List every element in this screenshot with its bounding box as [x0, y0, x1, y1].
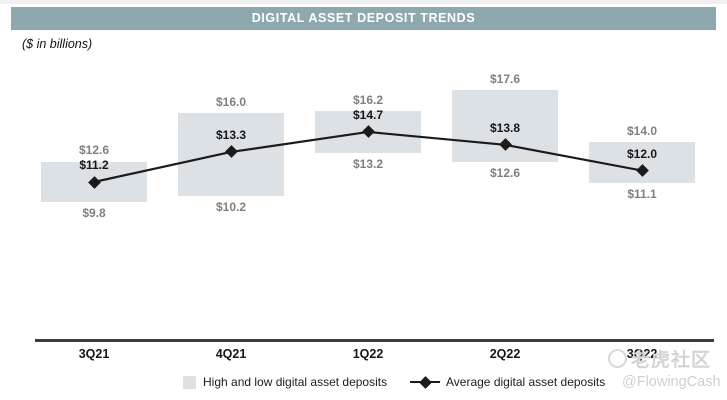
- x-axis-label-3q22: 3Q22: [626, 347, 658, 361]
- average-value-label: $13.8: [489, 120, 521, 135]
- low-value-label: $10.2: [215, 200, 247, 215]
- high-value-label: $16.2: [352, 92, 384, 107]
- low-value-label: $11.1: [627, 187, 657, 202]
- low-value-label: $12.6: [489, 165, 521, 180]
- low-value-label: $9.8: [82, 206, 106, 221]
- legend-item-high-low: High and low digital asset deposits: [183, 373, 387, 391]
- high-value-label: $14.0: [626, 123, 658, 138]
- low-value-label: $13.2: [352, 157, 384, 172]
- average-value-label: $14.7: [352, 107, 384, 122]
- x-axis-label-4q21: 4Q21: [215, 347, 247, 361]
- high-value-label: $17.6: [489, 72, 521, 87]
- legend-label-high-low: High and low digital asset deposits: [203, 375, 388, 389]
- high-value-label: $12.6: [78, 143, 110, 157]
- x-axis-line: [35, 339, 714, 342]
- average-value-label: $11.2: [79, 158, 109, 172]
- legend: High and low digital asset deposits Aver…: [0, 373, 727, 391]
- units-note: ($ in billions): [22, 37, 93, 51]
- high-low-swatch-icon: [183, 375, 196, 389]
- x-axis-label-1q22: 1Q22: [352, 347, 384, 361]
- average-value-label: $12.0: [626, 146, 658, 161]
- legend-label-average: Average digital asset deposits: [446, 375, 606, 389]
- top-strip: [0, 0, 727, 4]
- x-axis-label-2q22: 2Q22: [489, 347, 521, 361]
- page-title: DIGITAL ASSET DEPOSIT TRENDS: [11, 7, 716, 30]
- legend-item-average: Average digital asset deposits: [410, 373, 605, 391]
- average-value-label: $13.3: [215, 127, 247, 142]
- average-line-marker-icon: [410, 375, 440, 389]
- x-axis-label-3q21: 3Q21: [78, 347, 110, 361]
- high-value-label: $16.0: [215, 95, 247, 110]
